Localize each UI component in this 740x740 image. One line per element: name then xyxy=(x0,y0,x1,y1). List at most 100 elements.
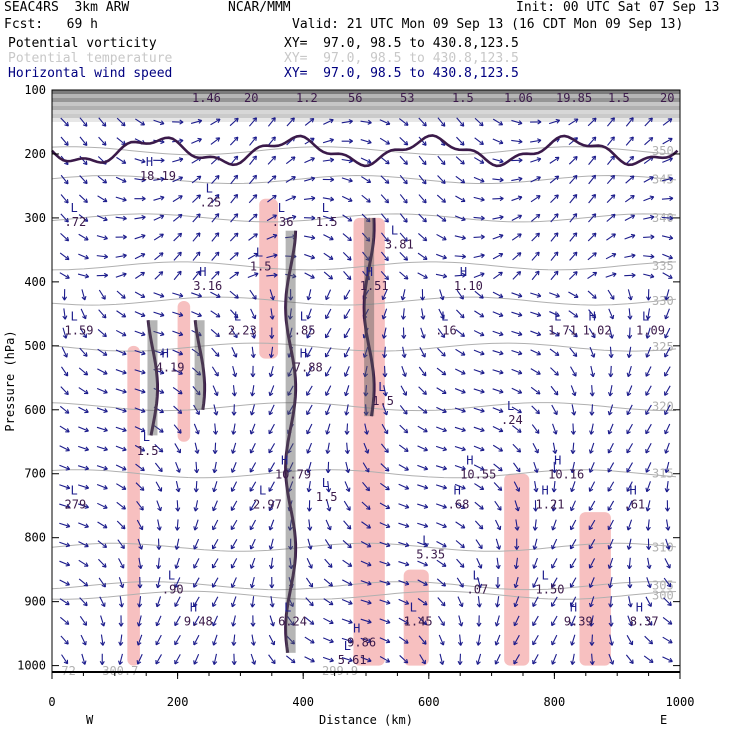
wind-arrow-head xyxy=(137,564,143,570)
wind-arrow-head xyxy=(364,449,370,454)
extrema-value: .72 xyxy=(65,215,87,229)
wind-arrow xyxy=(399,136,409,146)
wind-arrow-head xyxy=(479,485,485,491)
wind-arrow xyxy=(418,194,427,204)
wind-arrow-head xyxy=(404,542,410,548)
wind-arrow xyxy=(192,270,201,281)
extrema-value: 1.5 xyxy=(316,215,338,229)
wind-arrow-head xyxy=(517,214,523,220)
wind-arrow-head xyxy=(212,430,219,435)
wind-arrow-head xyxy=(216,293,221,298)
wind-arrow xyxy=(530,386,541,395)
wind-arrow xyxy=(662,656,673,663)
wind-arrow xyxy=(380,270,389,280)
wind-arrow-head xyxy=(141,369,146,375)
wind-arrow xyxy=(343,500,351,511)
wind-arrow xyxy=(588,213,597,223)
wind-arrow xyxy=(665,442,670,454)
wind-arrow-head xyxy=(122,446,127,452)
wind-arrow xyxy=(154,462,163,473)
wind-arrow xyxy=(59,522,70,528)
wind-arrow-head xyxy=(159,331,165,337)
wind-arrow xyxy=(549,292,560,298)
wind-arrow-head xyxy=(122,369,127,375)
wind-arrow-head xyxy=(175,487,181,493)
extrema-kind: L xyxy=(284,601,291,615)
wind-arrow xyxy=(551,653,557,665)
wind-arrow xyxy=(249,481,257,492)
wind-arrow-head xyxy=(401,353,407,358)
wind-arrow-head xyxy=(498,139,504,145)
wind-arrow-head xyxy=(645,448,650,454)
wind-arrow-head xyxy=(532,660,537,665)
wind-arrow xyxy=(473,254,485,259)
wind-arrow-head xyxy=(230,506,236,511)
wind-arrow-head xyxy=(532,621,537,627)
wind-arrow-head xyxy=(365,468,370,473)
wind-arrow-head xyxy=(460,160,465,165)
isentrope xyxy=(51,174,677,184)
wind-arrow-head xyxy=(310,254,316,260)
wind-arrow xyxy=(194,500,199,512)
wind-arrow-head xyxy=(403,140,409,146)
wind-arrow-head xyxy=(233,213,239,218)
wind-arrow xyxy=(436,194,446,203)
wind-arrow-head xyxy=(532,545,538,550)
wind-arrow-head xyxy=(64,217,69,223)
wind-arrow-head xyxy=(65,600,70,606)
wind-arrow xyxy=(134,234,146,240)
wind-arrow-head xyxy=(461,465,466,471)
wind-arrow xyxy=(212,634,218,646)
y-tick-label: 400 xyxy=(24,275,46,289)
wind-arrow xyxy=(455,540,465,549)
wind-arrow-head xyxy=(645,391,650,396)
wind-arrow xyxy=(251,596,255,608)
wind-arrow-head xyxy=(497,506,502,511)
wind-arrow-head xyxy=(211,544,217,550)
wind-arrow-head xyxy=(645,526,651,531)
wind-arrow-head xyxy=(517,233,522,238)
wind-arrow xyxy=(492,118,503,126)
wind-arrow xyxy=(61,347,68,358)
wind-arrow xyxy=(418,635,427,645)
wind-arrow xyxy=(550,213,559,223)
wind-arrow xyxy=(439,289,444,301)
wind-arrow xyxy=(380,213,389,223)
wind-arrow xyxy=(137,538,143,550)
wind-arrow-head xyxy=(382,373,388,378)
wind-arrow xyxy=(570,615,576,627)
wind-arrow xyxy=(174,615,181,626)
wind-arrow xyxy=(382,308,388,320)
wind-arrow xyxy=(249,519,257,531)
wind-arrow-head xyxy=(287,372,292,377)
wind-arrow xyxy=(211,175,220,184)
wind-arrow xyxy=(325,404,331,416)
wind-arrow-head xyxy=(177,409,183,415)
wind-arrow-head xyxy=(231,660,237,666)
wind-arrow xyxy=(571,461,575,473)
wind-arrow xyxy=(587,232,597,242)
wind-arrow-head xyxy=(555,293,560,298)
pv-shade xyxy=(364,217,375,417)
wind-arrow xyxy=(193,653,200,665)
wind-arrow xyxy=(608,308,614,320)
wind-arrow-head xyxy=(588,602,594,608)
wind-arrow xyxy=(172,349,183,355)
wind-arrow xyxy=(210,329,220,338)
wind-arrow-head xyxy=(627,564,633,570)
wind-arrow xyxy=(532,577,539,588)
wind-arrow xyxy=(77,484,89,489)
wind-arrow xyxy=(588,155,597,165)
wind-arrow-head xyxy=(574,293,579,299)
wind-arrow-head xyxy=(249,545,255,550)
extrema-kind: L xyxy=(322,476,329,490)
wind-arrow xyxy=(553,481,556,493)
wind-arrow-head xyxy=(403,237,408,242)
wind-arrow-head xyxy=(160,157,165,163)
extrema-value: 8.37 xyxy=(630,615,659,629)
wind-arrow xyxy=(570,500,576,511)
wind-arrow-head xyxy=(101,295,106,300)
wind-arrow xyxy=(454,274,466,277)
field-pv-xy: XY= 97.0, 98.5 to 430.8,123.5 xyxy=(284,36,519,51)
wind-arrow-head xyxy=(666,564,671,569)
